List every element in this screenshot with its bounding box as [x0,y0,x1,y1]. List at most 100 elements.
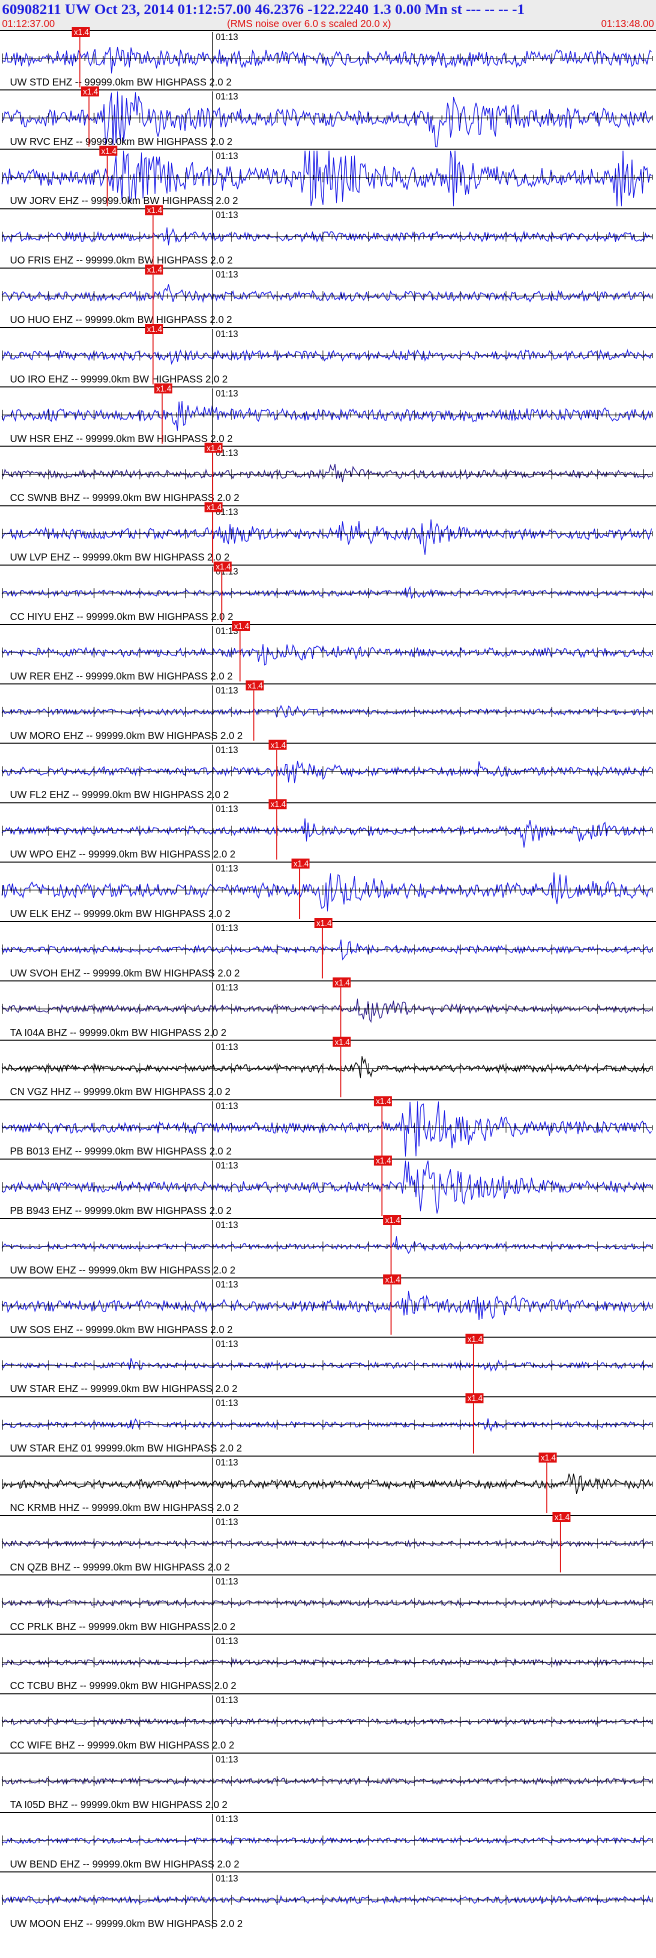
station-label: PB B013 EHZ -- 99999.0km BW HIGHPASS 2.0… [10,1147,232,1158]
minute-label: 01:13 [216,982,239,992]
minute-label: 01:13 [216,32,239,42]
waveform-series [1,1290,652,1321]
pick-box [383,1274,402,1285]
waveform-series [1,1539,652,1548]
pick-box [232,621,251,631]
pick-label: x1.4 [376,1097,392,1106]
station-label: UW LVP EHZ -- 99999.0km BW HIGHPASS 2.0 … [10,553,230,564]
trace-row: 01:13 TA I04A BHZ -- 99999.0km BW HIGHPAS… [0,977,656,1039]
minute-label: 01:13 [216,1161,239,1171]
pick-label: x1.4 [385,1216,401,1225]
minute-label: 01:13 [216,1695,239,1705]
waveform-series [1,400,652,431]
minute-label: 01:13 [216,804,239,814]
minute-label: 01:13 [216,1755,239,1765]
station-label: UW BEND EHZ -- 99999.0km BW HIGHPASS 2.0… [10,1859,240,1870]
waveform-series [1,1836,652,1845]
pick-label: x1.4 [294,860,310,869]
pick-label: x1.4 [271,800,287,809]
pick-label: x1.4 [335,978,351,987]
minute-label: 01:13 [216,685,239,695]
minute-label: 01:13 [216,1576,239,1586]
station-label: UW SVOH EHZ -- 99999.0km BW HIGHPASS 2.0… [10,968,240,979]
station-label: CC SWNB BHZ -- 99999.0km BW HIGHPASS 2.0… [10,493,240,504]
station-label: UW STAR EHZ -- 99999.0km BW HIGHPASS 2.0… [10,1384,238,1395]
station-label: CC WIFE BHZ -- 99999.0km BW HIGHPASS 2.0… [10,1741,235,1752]
station-label: UW MOON EHZ -- 99999.0km BW HIGHPASS 2.0… [10,1919,243,1930]
end-time: 01:13:48.00 [601,19,654,30]
pick-box [314,918,333,928]
minute-label: 01:13 [216,1279,239,1289]
pick-label: x1.4 [207,503,223,512]
trace-row: 01:13 CC TCBU BHZ -- 99999.0km BW HIGHPAS… [0,1633,656,1692]
pick-box [373,1155,392,1166]
pick-label: x1.4 [385,1275,401,1284]
station-label: TA I05D BHZ -- 99999.0km BW HIGHPASS 2.0… [10,1800,228,1811]
pick-label: x1.4 [234,622,250,631]
pick-box [99,145,118,156]
pick-box [465,1393,484,1404]
pick-box [332,977,351,988]
waveform-series [1,284,652,303]
station-label: TA I04A BHZ -- 99999.0km BW HIGHPASS 2.0… [10,1028,227,1039]
trace-row: 01:13 UW RVC EHZ -- 99999.0km BW HIGHPASS… [0,86,656,148]
trace-row: 01:13 CC SWNB BHZ -- 99999.0km BW HIGHPAS… [0,442,656,504]
pick-label: x1.4 [147,266,163,275]
minute-label: 01:13 [216,151,239,161]
station-label: CC TCBU BHZ -- 99999.0km BW HIGHPASS 2.0… [10,1681,237,1692]
pick-box [204,502,223,513]
minute-label: 01:13 [216,864,239,874]
trace-row: 01:13 UW RER EHZ -- 99999.0km BW HIGHPASS… [0,621,656,682]
pick-label: x1.4 [147,206,163,215]
waveform-series [1,872,652,912]
trace-row: 01:13 UW MOON EHZ -- 99999.0km BW HIGHPAS… [0,1871,656,1930]
station-label: UW RER EHZ -- 99999.0km BW HIGHPASS 2.0 … [10,671,233,682]
trace-row: 01:13 UW JORV EHZ -- 99999.0km BW HIGHPAS… [0,145,656,207]
trace-row: 01:13 UW HSR EHZ -- 99999.0km BW HIGHPASS… [0,383,656,445]
station-label: CN VGZ HHZ -- 99999.0km BW HIGHPASS 2.0 … [10,1087,231,1098]
minute-label: 01:13 [216,210,239,220]
pick-box [154,383,173,394]
trace-row: 01:13 CN QZB BHZ -- 99999.0km BW HIGHPASS… [0,1512,656,1573]
station-label: CC HIYU EHZ -- 99999.0km BW HIGHPASS 2.0… [10,612,234,623]
waveform-series [1,91,652,148]
waveform-series [1,1473,652,1495]
pick-label: x1.4 [467,1394,483,1403]
waveform-series [1,1236,652,1255]
trace-row: 01:13 UW LVP EHZ -- 99999.0km BW HIGHPASS… [0,502,656,564]
station-label: PB B943 EHZ -- 99999.0km BW HIGHPASS 2.0… [10,1206,232,1217]
minute-label: 01:13 [216,1101,239,1111]
trace-row: 01:13 UW BOW EHZ -- 99999.0km BW HIGHPASS… [0,1215,656,1276]
pick-label: x1.4 [271,741,287,750]
minute-label: 01:13 [216,1636,239,1646]
pick-box [268,739,287,750]
pick-label: x1.4 [83,87,99,96]
trace-row: 01:13 UW SVOH EHZ -- 99999.0km BW HIGHPAS… [0,918,656,979]
pick-box [245,680,264,691]
waveform-series [1,1418,652,1433]
trace-row: 01:13 UW FL2 EHZ -- 99999.0km BW HIGHPASS… [0,739,656,801]
waveform-series [1,1777,652,1786]
trace-row: 01:13 UW BEND EHZ -- 99999.0km BW HIGHPAS… [0,1812,656,1870]
minute-label: 01:13 [216,388,239,398]
pick-label: x1.4 [541,1454,557,1463]
header-background [0,0,656,30]
waveform-series [1,1894,652,1905]
waveform-series [1,463,652,483]
trace-row: 01:13 UW STAR EHZ 01 99999.0km BW HIGHPAS… [0,1393,656,1455]
pick-box [538,1452,557,1463]
scale-note: (RMS noise over 6.0 s scaled 20.0 x) [227,19,391,30]
trace-row: 01:13 UO IRO EHZ -- 99999.0km BW HIGHPASS… [0,324,656,385]
trace-row: 01:13 CN VGZ HHZ -- 99999.0km BW HIGHPASS… [0,1036,656,1098]
trace-row: 01:13 UW ELK EHZ -- 99999.0km BW HIGHPASS… [0,858,656,920]
minute-label: 01:13 [216,329,239,339]
pick-box [204,442,223,453]
station-label: UW BOW EHZ -- 99999.0km BW HIGHPASS 2.0 … [10,1265,236,1276]
waveform-series [1,150,652,207]
station-label: UW SOS EHZ -- 99999.0km BW HIGHPASS 2.0 … [10,1325,233,1336]
pick-box [268,799,287,810]
pick-box [465,1333,484,1344]
minute-label: 01:13 [216,1517,239,1527]
waveform-series [1,1358,652,1372]
